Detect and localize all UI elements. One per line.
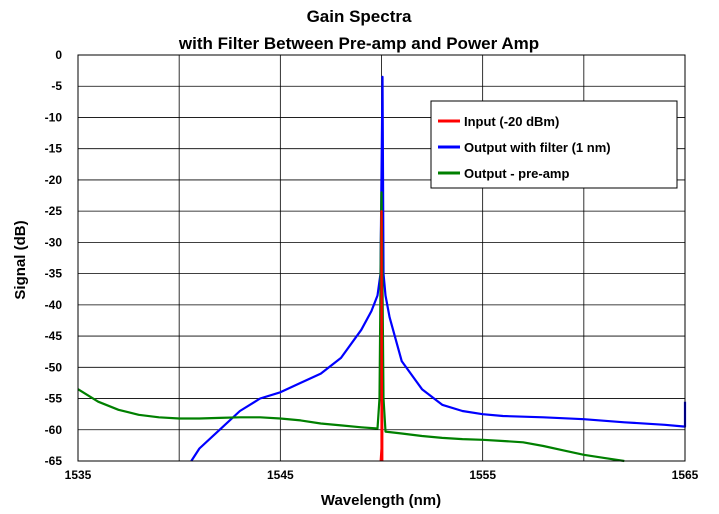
legend-box — [430, 100, 678, 189]
series-line-1 — [379, 210, 384, 462]
y-tick-label: 0 — [55, 48, 62, 62]
y-tick-label: -15 — [45, 142, 63, 156]
series-lines — [77, 75, 687, 463]
y-tick-label: -30 — [45, 235, 63, 249]
legend-label: Output - pre-amp — [464, 166, 569, 181]
plot-area-border — [77, 54, 686, 462]
legend-label: Output with filter (1 nm) — [464, 140, 611, 155]
y-tick-label: -10 — [45, 110, 63, 124]
x-tick-label: 1555 — [469, 468, 496, 482]
chart-title: Gain Spectra — [307, 7, 412, 26]
legend: Input (-20 dBm) Output with filter (1 nm)… — [430, 100, 678, 189]
chart-subtitle: with Filter Between Pre-amp and Power Am… — [178, 34, 539, 53]
y-tick-label: -40 — [45, 298, 63, 312]
y-tick-label: -45 — [45, 329, 63, 343]
x-axis-title: Wavelength (nm) — [321, 492, 441, 509]
x-tick-label: 1535 — [65, 468, 92, 482]
legend-label: Input (-20 dBm) — [464, 114, 559, 129]
y-tick-label: -25 — [45, 204, 63, 218]
y-tick-label: -65 — [45, 454, 63, 468]
y-axis-ticks: 0 -5 -10 -15 -20 -25 -30 -35 -40 -45 -50 -55 -60 -65 — [45, 48, 63, 468]
y-tick-label: -5 — [51, 79, 62, 93]
series-line-2 — [190, 75, 687, 462]
x-tick-label: 1565 — [672, 468, 699, 482]
series-line-3 — [77, 191, 625, 463]
x-axis-ticks: 1535 1545 1555 1565 — [65, 468, 699, 482]
y-tick-label: -55 — [45, 392, 63, 406]
y-axis-title: Signal (dB) — [12, 220, 29, 299]
x-tick-label: 1545 — [267, 468, 294, 482]
y-tick-label: -50 — [45, 360, 63, 374]
y-tick-label: -20 — [45, 173, 63, 187]
y-tick-label: -35 — [45, 267, 63, 281]
y-tick-label: -60 — [45, 423, 63, 437]
